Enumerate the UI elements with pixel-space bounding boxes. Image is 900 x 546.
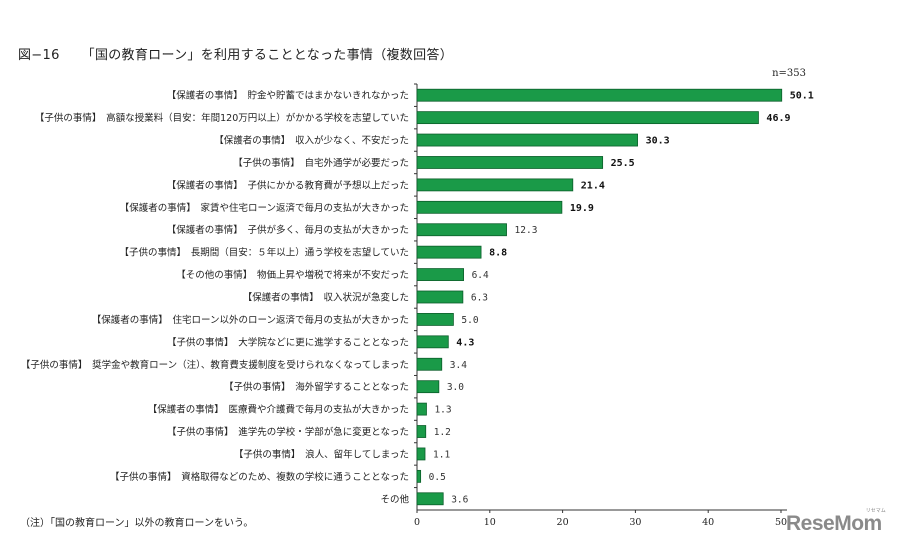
bar — [416, 268, 464, 281]
bar — [416, 402, 427, 416]
bar — [416, 447, 426, 461]
category-label: 【保護者の事情】 住宅ローン以外のローン返済で毎月の支払が大きかった — [92, 314, 409, 326]
data-label: 1.2 — [434, 427, 451, 438]
data-label: 0.5 — [429, 472, 446, 483]
bar — [416, 357, 443, 371]
bar — [416, 156, 604, 169]
bar — [416, 380, 440, 394]
data-label: 6.4 — [472, 270, 489, 281]
resemom-logo: ReseMom リセマム — [786, 508, 886, 536]
data-label: 21.4 — [581, 180, 605, 191]
data-label: 1.3 — [434, 405, 451, 416]
sample-size: n=353 — [772, 68, 806, 79]
x-tick-label: 10 — [484, 517, 496, 528]
category-label: 【保護者の事情】 子供が多く、毎月の支払が大きかった — [167, 224, 409, 236]
logo-text: ReseMom — [786, 512, 882, 535]
data-label: 4.3 — [456, 337, 474, 348]
bar — [416, 223, 507, 237]
data-label: 19.9 — [570, 203, 594, 214]
category-label: 【保護者の事情】 医療費や介護費で毎月の支払が大きかった — [148, 404, 409, 416]
category-label: 【保護者の事情】 収入状況が急変した — [243, 292, 409, 304]
bar — [416, 111, 759, 125]
footnote: （注）「国の教育ローン」以外の教育ローンをいう。 — [20, 518, 254, 529]
category-label: その他 — [380, 493, 409, 505]
data-label: 3.6 — [451, 494, 468, 505]
x-tick-label: 30 — [629, 517, 641, 528]
category-label: 【子供の事情】 進学先の学校・学部が急に変更となった — [167, 426, 409, 438]
category-label: 【保護者の事情】 家賃や住宅ローン返済で毎月の支払が大きかった — [120, 202, 409, 214]
category-label: 【保護者の事情】 収入が少なく、不安だった — [214, 135, 409, 147]
bar — [416, 200, 563, 214]
category-label: 【子供の事情】 大学院などに更に進学することとなった — [167, 336, 409, 348]
data-label: 12.3 — [515, 225, 538, 236]
category-label: 【保護者の事情】 貯金や貯蓄ではまかないきれなかった — [167, 90, 409, 102]
category-label: 【子供の事情】 浪人、留年してしまった — [234, 448, 409, 460]
data-label: 46.9 — [766, 113, 790, 124]
data-label: 1.1 — [433, 449, 450, 460]
bar — [416, 178, 574, 192]
chart-title: 図−16 「国の教育ローン」を利用することとなった事情（複数回答） — [18, 44, 453, 63]
category-label: 【子供の事情】 長期間（目安：５年以上）通う学校を志望していた — [120, 247, 409, 259]
data-label: 25.5 — [611, 158, 635, 169]
bar — [416, 469, 422, 483]
figure-title: 「国の教育ローン」を利用することとなった事情（複数回答） — [81, 48, 454, 63]
bar — [416, 245, 482, 259]
x-tick-label: 50 — [775, 517, 787, 528]
data-label: 5.0 — [461, 315, 478, 326]
x-tick-label: 0 — [414, 517, 420, 528]
category-label: 【保護者の事情】 子供にかかる教育費が予想以上だった — [167, 179, 409, 191]
figure-number: 図−16 — [18, 48, 60, 63]
data-label: 6.3 — [471, 293, 488, 304]
x-tick-label: 20 — [557, 517, 569, 528]
bar — [416, 425, 427, 438]
data-label: 50.1 — [790, 91, 814, 102]
data-label: 8.8 — [489, 248, 507, 259]
bar — [416, 335, 449, 349]
category-label: 【その他の事情】 物価上昇や増税で将来が不安だった — [176, 269, 409, 281]
data-label: 3.4 — [450, 360, 467, 371]
bar — [416, 290, 464, 304]
data-label: 30.3 — [646, 136, 670, 147]
bar — [416, 133, 638, 147]
category-label: 【子供の事情】 高額な授業料（目安：年間120万円以上）がかかる学校を志望してい… — [35, 112, 409, 124]
category-label: 【子供の事情】 奨学金や教育ローン（注）、教育費支援制度を受けられなくなってしま… — [21, 359, 409, 371]
category-label: 【子供の事情】 資格取得などのため、複数の学校に通うこととなった — [110, 471, 409, 483]
data-label: 3.0 — [447, 382, 464, 393]
bar — [416, 492, 444, 506]
logo-kana: リセマム — [865, 508, 886, 514]
category-label: 【子供の事情】 海外留学することとなった — [224, 381, 409, 393]
bar — [416, 88, 783, 102]
category-label: 【子供の事情】 自宅外通学が必要だった — [233, 157, 409, 169]
x-tick-label: 40 — [702, 517, 714, 528]
bar — [416, 313, 454, 326]
